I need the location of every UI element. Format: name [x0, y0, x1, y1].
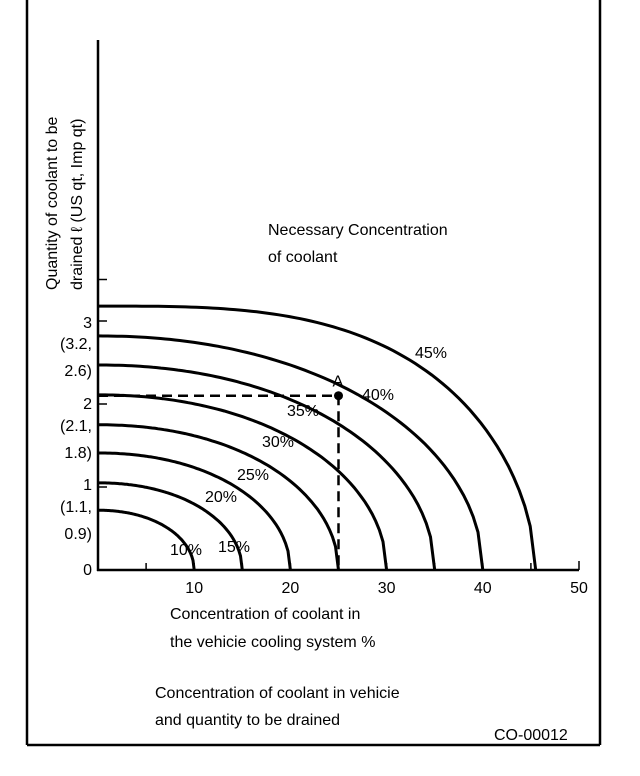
- point-a-label: A: [333, 374, 344, 391]
- caption-line2: and quantity to be drained: [155, 712, 340, 729]
- curve-label: 35%: [287, 403, 319, 420]
- curve-45pct: [98, 304, 538, 571]
- figure-id: CO-00012: [494, 727, 568, 744]
- curve-25pct: [98, 423, 340, 571]
- curve-label: 40%: [362, 387, 394, 404]
- x-tick-label: 20: [282, 580, 300, 597]
- curve-label: 15%: [218, 539, 250, 556]
- curve-40pct: [97, 334, 485, 571]
- curve-label: 45%: [415, 345, 447, 362]
- curve-20pct: [98, 451, 292, 571]
- caption-line1: Concentration of coolant in vehicie: [155, 685, 400, 702]
- y-tick-label: 1: [83, 477, 92, 494]
- chart-title-line1: Necessary Concentration: [268, 222, 448, 239]
- curve-15pct: [98, 481, 244, 571]
- curve-label: 20%: [205, 489, 237, 506]
- x-tick-label: 30: [378, 580, 396, 597]
- chart-title-line2: of coolant: [268, 249, 338, 266]
- curve-35pct: [98, 363, 437, 571]
- point-a-marker: [334, 391, 343, 401]
- curve-label: 25%: [237, 467, 269, 484]
- y-tick-label: 2.6): [64, 363, 92, 380]
- y-tick-label: 0.9): [64, 526, 92, 543]
- y-tick-label: 1.8): [64, 445, 92, 462]
- curve-label: 30%: [262, 434, 294, 451]
- y-axis-title-line1: Quantity of coolant to be: [44, 116, 61, 290]
- y-tick-label: (3.2,: [60, 336, 92, 353]
- x-axis-title-line1: Concentration of coolant in: [170, 606, 360, 623]
- x-tick-label: 10: [185, 580, 203, 597]
- y-axis-title-line2: drained ℓ (US qt, Imp qt): [69, 119, 86, 290]
- x-tick-label: 50: [570, 580, 588, 597]
- x-axis-title-line2: the vehicie cooling system %: [170, 634, 375, 651]
- y-tick-label: (2.1,: [60, 418, 92, 435]
- curve-label: 10%: [170, 542, 202, 559]
- y-tick-label: 2: [83, 396, 92, 413]
- y-tick-label: 3: [83, 315, 92, 332]
- y-tick-label: 0: [83, 562, 92, 579]
- y-tick-label: (1.1,: [60, 499, 92, 516]
- curve-10pct: [98, 508, 196, 571]
- x-tick-label: 40: [474, 580, 492, 597]
